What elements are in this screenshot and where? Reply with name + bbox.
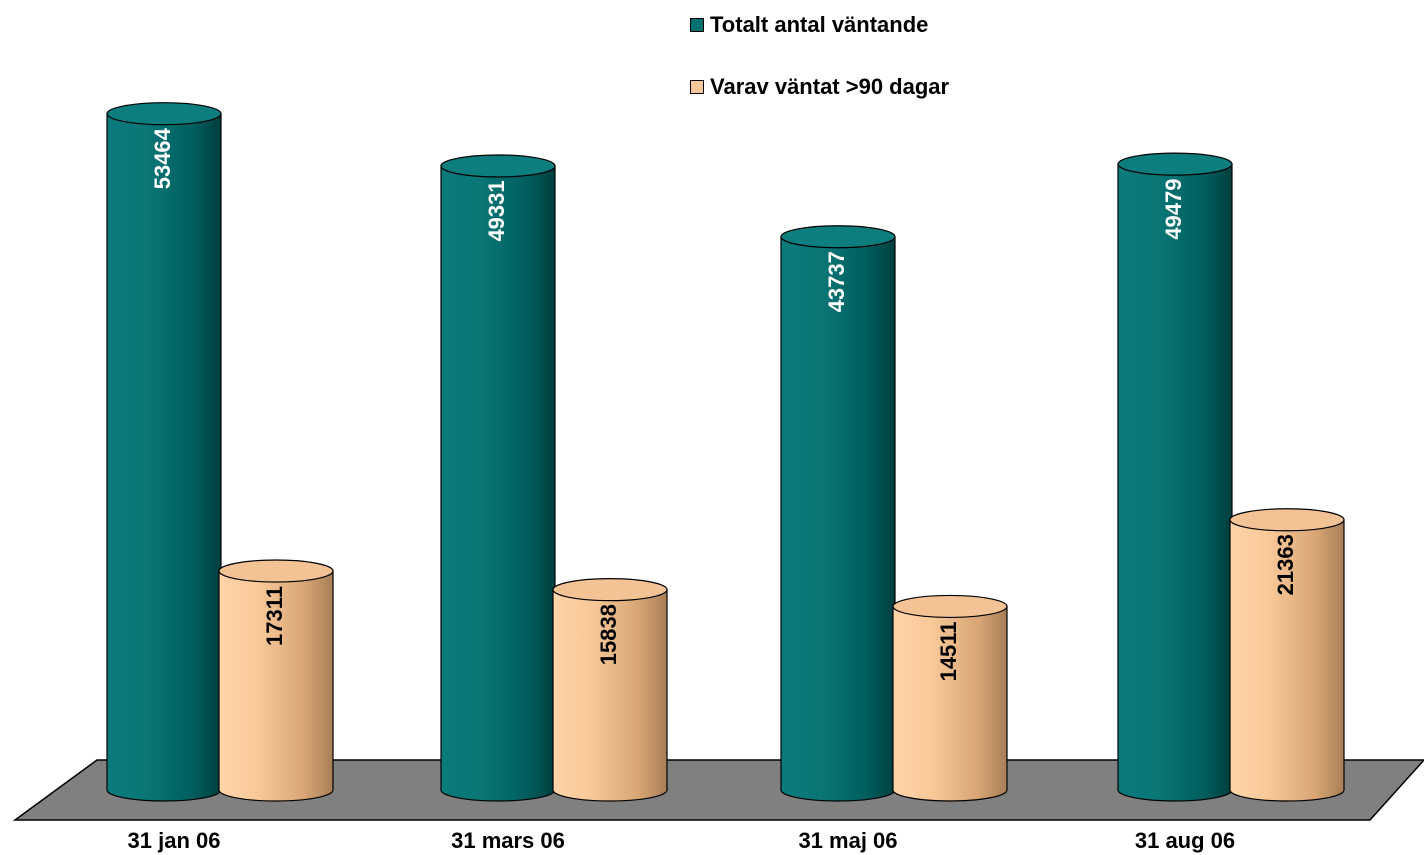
bar-over-90-3: [1229, 508, 1345, 802]
value-label-over-90-0: 17311: [262, 586, 287, 646]
bar-over-90-0: [218, 559, 334, 802]
bar-over-90-2: [892, 594, 1008, 802]
bar-total-0: [106, 102, 222, 802]
value-label-total-0: 53464: [150, 127, 175, 189]
bar-total-1: [440, 154, 556, 802]
value-label-over-90-1: 15838: [596, 604, 621, 665]
bar-over-90-1: [552, 578, 668, 802]
legend: Totalt antal väntande Varav väntat >90 d…: [690, 10, 949, 134]
legend-item-total: Totalt antal väntande: [690, 10, 949, 40]
legend-swatch-over-90: [690, 80, 704, 94]
value-label-total-1: 49331: [484, 180, 509, 241]
legend-item-over-90: Varav väntat >90 dagar: [690, 72, 949, 102]
value-label-total-3: 49479: [1161, 178, 1186, 239]
bar-total-2: [780, 225, 896, 802]
category-label-0: 31 jan 06: [128, 828, 221, 853]
legend-label-over-90: Varav väntat >90 dagar: [710, 74, 950, 99]
chart-floor: [12, 759, 1424, 821]
legend-label-total: Totalt antal väntande: [710, 12, 929, 37]
legend-swatch-total: [690, 18, 704, 32]
value-label-over-90-2: 14511: [936, 621, 961, 681]
category-label-1: 31 mars 06: [451, 828, 565, 853]
value-label-total-2: 43737: [824, 251, 849, 312]
bar-total-3: [1117, 152, 1233, 802]
value-label-over-90-3: 21363: [1273, 534, 1298, 595]
category-label-2: 31 maj 06: [798, 828, 897, 853]
category-label-3: 31 aug 06: [1135, 828, 1235, 853]
